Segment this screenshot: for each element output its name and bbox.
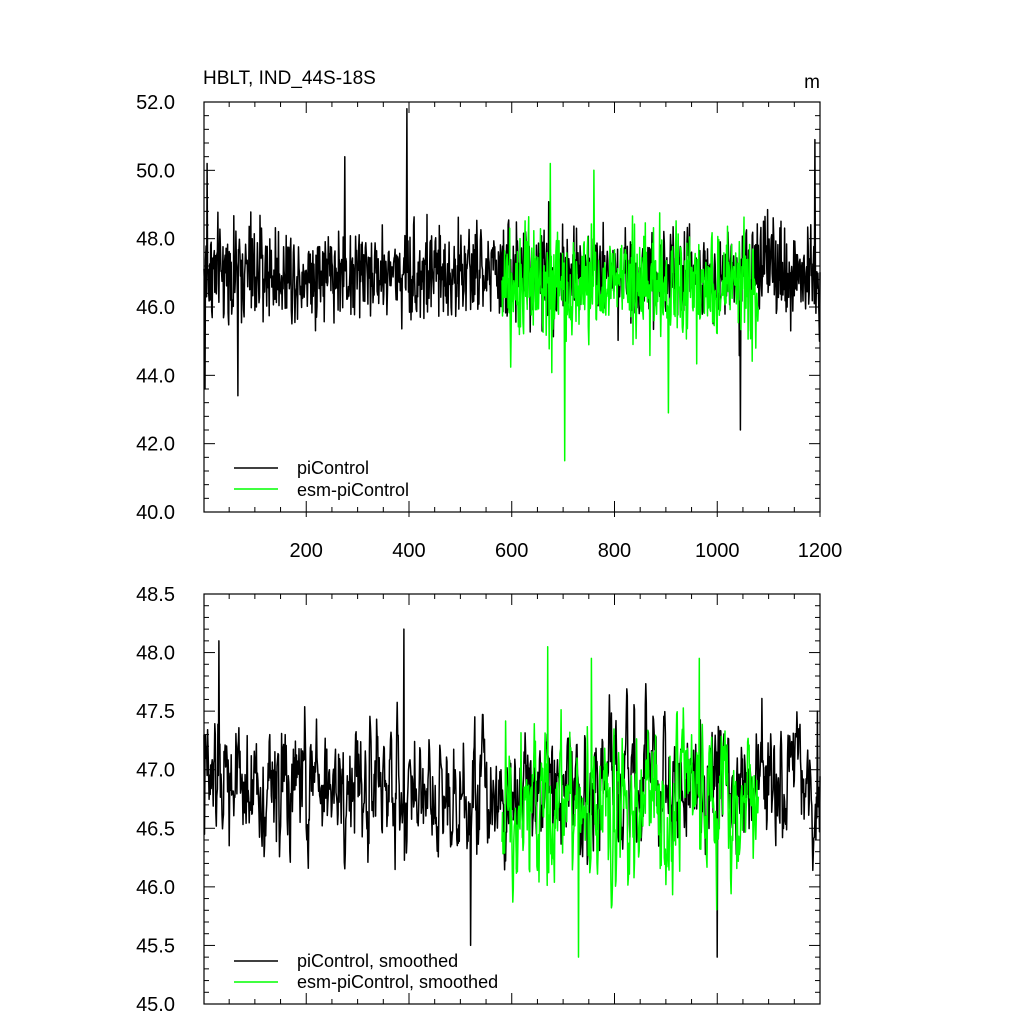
series-layer — [203, 628, 821, 958]
y-tick-label: 42.0 — [136, 434, 175, 456]
x-tick-label: 1000 — [695, 540, 740, 562]
y-tick-label: 46.5 — [136, 818, 175, 840]
series-line-picontrol-smoothed — [203, 628, 821, 958]
legend: piControl esm-piControl — [234, 458, 409, 500]
legend-label-esm-picontrol: esm-piControl — [297, 480, 409, 500]
top-panel: HBLT, IND_44S-18S m 40.0 42.0 44.0 46.0 48.0… — [136, 68, 842, 562]
y-tick-label: 46.0 — [136, 877, 175, 899]
x-tick-label: 200 — [290, 540, 323, 562]
y-tick-label: 50.0 — [136, 160, 175, 182]
y-tick-label: 48.0 — [136, 229, 175, 251]
y-tick-label: 45.0 — [136, 994, 175, 1016]
bottom-panel: 45.0 45.5 46.0 46.5 47.0 47.5 48.0 48.5 piContr… — [136, 584, 821, 1016]
y-tick-label: 48.0 — [136, 643, 175, 665]
tick-layer: 40.0 42.0 44.0 46.0 48.0 50.0 52.0 200 400 600 800… — [136, 92, 842, 562]
legend-label-picontrol-smoothed: piControl, smoothed — [297, 951, 458, 971]
chart-title: HBLT, IND_44S-18S — [203, 68, 376, 89]
legend-label-esm-picontrol-smoothed: esm-piControl, smoothed — [297, 972, 498, 992]
series-line-esm-picontrol — [501, 162, 760, 462]
x-tick-label: 1200 — [798, 540, 843, 562]
x-tick-label: 400 — [392, 540, 425, 562]
y-tick-label: 46.0 — [136, 297, 175, 319]
legend-label-picontrol: piControl — [297, 458, 369, 478]
series-line-esm-picontrol-smoothed — [501, 645, 760, 958]
series-layer — [203, 108, 821, 462]
y-tick-label: 52.0 — [136, 92, 175, 114]
x-tick-label: 600 — [495, 540, 528, 562]
y-tick-label: 40.0 — [136, 502, 175, 524]
y-tick-label: 45.5 — [136, 935, 175, 957]
y-tick-label: 47.5 — [136, 701, 175, 723]
y-tick-label: 48.5 — [136, 584, 175, 606]
x-tick-label: 800 — [598, 540, 631, 562]
plot-frame — [203, 593, 821, 1005]
y-tick-label: 47.0 — [136, 760, 175, 782]
legend: piControl, smoothed esm-piControl, smoot… — [234, 951, 498, 992]
units-label: m — [804, 72, 820, 93]
y-tick-label: 44.0 — [136, 365, 175, 387]
plot-frame — [203, 101, 821, 513]
